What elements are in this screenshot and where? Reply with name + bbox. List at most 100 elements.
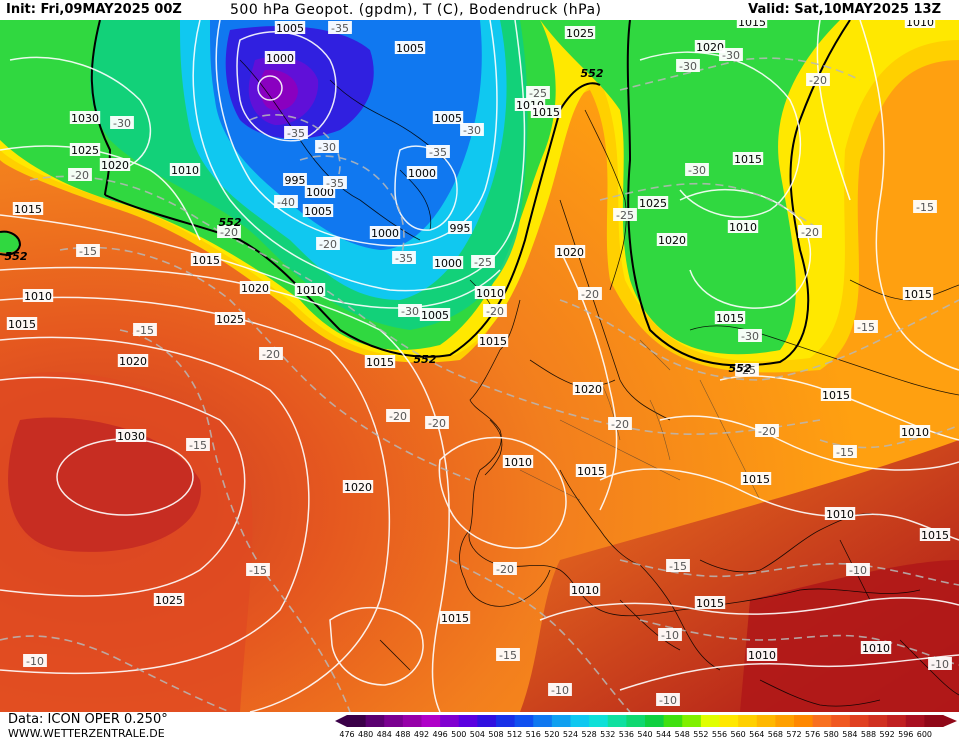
pressure-label-text: 1000 (266, 52, 294, 65)
legend-tick-label: 500 (451, 730, 466, 739)
legend-swatch (682, 715, 702, 727)
pressure-label: 1025 (564, 26, 596, 40)
geopotential-label: 552 (729, 362, 752, 375)
temperature-label-text: -10 (931, 658, 949, 671)
init-time: Init: Fri,09MAY2025 00Z (6, 2, 182, 17)
pressure-label-text: 1015 (441, 612, 469, 625)
pressure-label: 1025 (69, 143, 101, 157)
temperature-label-text: -25 (474, 256, 492, 269)
pressure-label-text: 1005 (396, 42, 424, 55)
temperature-label-text: -15 (857, 321, 875, 334)
pressure-label: 1030 (69, 111, 101, 125)
pressure-label: 1015 (530, 105, 562, 119)
legend-swatches (335, 715, 957, 727)
legend-swatch (607, 715, 627, 727)
temperature-label: -25 (526, 86, 550, 100)
temperature-label: -30 (460, 123, 484, 137)
pressure-label-text: 995 (285, 174, 306, 187)
legend-tick-label: 504 (470, 730, 485, 739)
legend-swatch (458, 715, 478, 727)
geopotential-label: 552 (581, 67, 604, 80)
pressure-label: 1030 (115, 429, 147, 443)
legend-tick-label: 600 (917, 730, 932, 739)
legend-tick-label: 560 (730, 730, 745, 739)
pressure-label: 1025 (637, 196, 669, 210)
pressure-label: 1015 (12, 202, 44, 216)
pressure-label: 1015 (820, 388, 852, 402)
temperature-label: -20 (578, 287, 602, 301)
legend-swatch (849, 715, 869, 727)
temperature-label: -20 (493, 562, 517, 576)
temperature-label-text: -20 (581, 288, 599, 301)
pressure-label: 1015 (902, 287, 934, 301)
legend-tick-label: 552 (693, 730, 708, 739)
temperature-label-text: -15 (136, 324, 154, 337)
temperature-label: -20 (483, 304, 507, 318)
pressure-label-text: 1015 (366, 356, 394, 369)
pressure-label-text: 1000 (408, 167, 436, 180)
legend-tick-label: 572 (786, 730, 801, 739)
pressure-label-text: 1025 (71, 144, 99, 157)
pressure-label: 1010 (746, 648, 778, 662)
pressure-label-text: 1010 (171, 164, 199, 177)
legend-swatch (775, 715, 795, 727)
weather-map: 1005 1000 1005 1025 1030 1025 1020 1010 1015 995 1… (0, 20, 959, 712)
pressure-label: 1010 (169, 163, 201, 177)
temperature-label: -25 (613, 208, 637, 222)
pressure-label: 1010 (899, 425, 931, 439)
temperature-label-text: -20 (611, 418, 629, 431)
temperature-label-text: -30 (113, 117, 131, 130)
pressure-label: 1020 (572, 382, 604, 396)
pressure-label-text: 1005 (434, 112, 462, 125)
temperature-label-text: -25 (738, 364, 756, 377)
pressure-label-text: 1010 (504, 456, 532, 469)
pressure-label-text: 1015 (734, 153, 762, 166)
legend-swatch (589, 715, 609, 727)
pressure-label: 1015 (575, 464, 607, 478)
pressure-label-text: 1020 (556, 246, 584, 259)
pressure-label: 1010 (904, 20, 936, 29)
temperature-label: -20 (755, 424, 779, 438)
temperature-label-text: -35 (395, 252, 413, 265)
temperature-label-text: -10 (849, 564, 867, 577)
temperature-label-text: -20 (389, 410, 407, 423)
temperature-label-text: -35 (287, 127, 305, 140)
pressure-label-text: 1015 (822, 389, 850, 402)
pressure-label-text: 1010 (906, 20, 934, 29)
legend-swatch (626, 715, 646, 727)
temperature-label-text: -20 (319, 238, 337, 251)
legend-tick-label: 524 (563, 730, 578, 739)
temperature-label-text: -40 (277, 196, 295, 209)
pressure-label-text: 1015 (742, 473, 770, 486)
legend-tick-label: 512 (507, 730, 522, 739)
pressure-label-text: 1010 (901, 426, 929, 439)
pressure-label: 1000 (369, 226, 401, 240)
temperature-label-text: -15 (79, 245, 97, 258)
legend-tick-label: 476 (339, 730, 354, 739)
pressure-label: 1005 (394, 41, 426, 55)
legend-tick-label: 484 (377, 730, 392, 739)
contour-labels-layer: 1005 1000 1005 1025 1030 1025 1020 1010 1015 995 1… (5, 20, 952, 707)
pressure-label: 1010 (474, 286, 506, 300)
pressure-label-text: 1005 (304, 205, 332, 218)
temperature-label: -35 (426, 145, 450, 159)
pressure-label: 1010 (294, 283, 326, 297)
temperature-label-text: -20 (71, 169, 89, 182)
pressure-label: 1015 (439, 611, 471, 625)
legend-tick-label: 588 (861, 730, 876, 739)
pressure-label-text: 1020 (696, 41, 724, 54)
pressure-label-text: 1005 (421, 309, 449, 322)
temperature-label: -15 (133, 323, 157, 337)
pressure-label: 1010 (727, 220, 759, 234)
legend-tick-label: 568 (768, 730, 783, 739)
geopotential-label: 552 (5, 250, 28, 263)
temperature-label-text: -20 (262, 348, 280, 361)
temperature-label: -20 (806, 73, 830, 87)
temperature-label: -15 (833, 445, 857, 459)
temperature-label-text: -20 (801, 226, 819, 239)
pressure-label: 1020 (656, 233, 688, 247)
pressure-label: 1005 (419, 308, 451, 322)
temperature-label: -30 (719, 48, 743, 62)
valid-time: Valid: Sat,10MAY2025 13Z (748, 2, 941, 17)
legend-swatch (719, 715, 739, 727)
